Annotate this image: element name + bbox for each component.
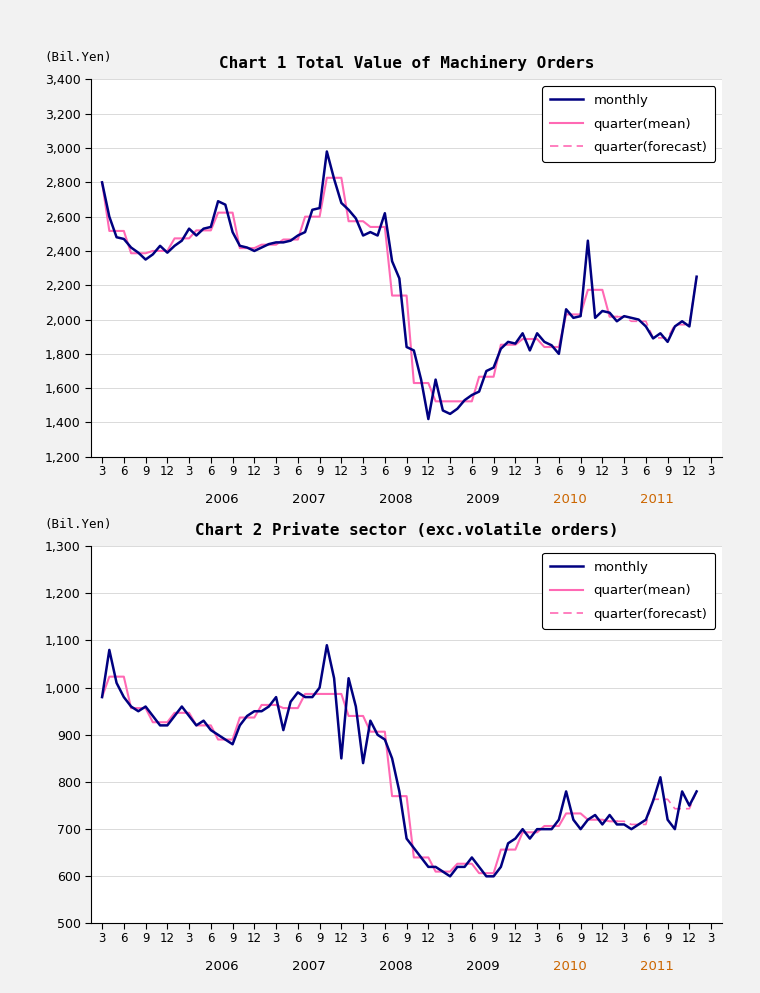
quarter(mean) [584,814,593,826]
Text: 2011: 2011 [640,493,673,505]
quarter(forecast) [634,818,643,830]
monthly [576,310,585,322]
monthly [540,336,549,348]
quarter(forecast) [627,818,636,830]
quarter(mean) [279,702,288,714]
Line: monthly: monthly [102,152,697,419]
Text: 2006: 2006 [205,493,239,505]
quarter(mean) [613,815,622,827]
quarter(mean) [431,866,440,878]
quarter(mean) [431,395,440,407]
quarter(forecast) [634,316,643,328]
quarter(forecast) [670,319,679,331]
quarter(mean) [105,670,114,682]
monthly [322,146,331,158]
quarter(mean) [271,238,280,250]
Line: quarter(forecast): quarter(forecast) [617,277,697,338]
monthly [134,246,143,258]
monthly [692,785,701,797]
quarter(forecast) [619,311,629,323]
monthly [220,734,230,746]
quarter(mean) [394,290,404,302]
quarter(mean) [97,177,106,189]
quarter(mean) [97,691,106,703]
monthly [220,199,230,211]
quarter(forecast) [685,319,694,331]
monthly [424,413,433,425]
Legend: monthly, quarter(mean), quarter(forecast): monthly, quarter(mean), quarter(forecast… [542,86,715,162]
Text: 2009: 2009 [466,493,499,505]
quarter(forecast) [670,802,679,814]
quarter(forecast) [627,316,636,328]
quarter(forecast) [656,332,665,344]
Text: 2008: 2008 [379,959,413,972]
Text: (Bil.Yen): (Bil.Yen) [44,52,112,65]
monthly [692,271,701,283]
Line: quarter(mean): quarter(mean) [102,676,617,873]
quarter(mean) [394,790,404,802]
quarter(forecast) [663,793,672,805]
monthly [576,823,585,835]
quarter(forecast) [663,332,672,344]
quarter(forecast) [613,815,622,827]
monthly [97,177,106,189]
quarter(mean) [177,707,186,719]
quarter(forecast) [678,319,687,331]
quarter(forecast) [619,815,629,827]
quarter(forecast) [641,316,651,328]
Text: 2006: 2006 [205,959,239,972]
monthly [97,691,106,703]
Title: Chart 2 Private sector (exc.volatile orders): Chart 2 Private sector (exc.volatile ord… [195,523,619,538]
quarter(mean) [170,232,179,244]
monthly [134,705,143,717]
quarter(mean) [322,172,331,184]
Text: (Bil.Yen): (Bil.Yen) [44,518,112,531]
quarter(mean) [584,284,593,296]
quarter(forecast) [641,818,651,830]
quarter(forecast) [613,311,622,323]
quarter(mean) [460,395,469,407]
monthly [445,870,454,882]
monthly [185,222,194,234]
Text: 2007: 2007 [292,959,325,972]
Line: quarter(forecast): quarter(forecast) [617,791,697,824]
quarter(forecast) [692,271,701,283]
quarter(forecast) [685,802,694,814]
Legend: monthly, quarter(mean), quarter(forecast): monthly, quarter(mean), quarter(forecast… [542,553,715,629]
quarter(forecast) [648,793,657,805]
quarter(mean) [453,858,462,870]
Text: 2010: 2010 [553,493,587,505]
Line: quarter(mean): quarter(mean) [102,178,617,401]
quarter(forecast) [656,793,665,805]
monthly [467,389,477,401]
quarter(mean) [439,395,448,407]
Text: 2011: 2011 [640,959,673,972]
Text: 2009: 2009 [466,959,499,972]
Line: monthly: monthly [102,645,697,876]
Text: 2008: 2008 [379,493,413,505]
monthly [185,710,194,722]
quarter(mean) [474,867,483,879]
monthly [322,639,331,651]
quarter(forecast) [692,785,701,797]
monthly [467,851,477,863]
Title: Chart 1 Total Value of Machinery Orders: Chart 1 Total Value of Machinery Orders [219,56,594,71]
Text: 2007: 2007 [292,493,325,505]
monthly [540,823,549,835]
quarter(forecast) [648,332,657,344]
quarter(mean) [613,311,622,323]
Text: 2010: 2010 [553,959,587,972]
quarter(forecast) [678,802,687,814]
